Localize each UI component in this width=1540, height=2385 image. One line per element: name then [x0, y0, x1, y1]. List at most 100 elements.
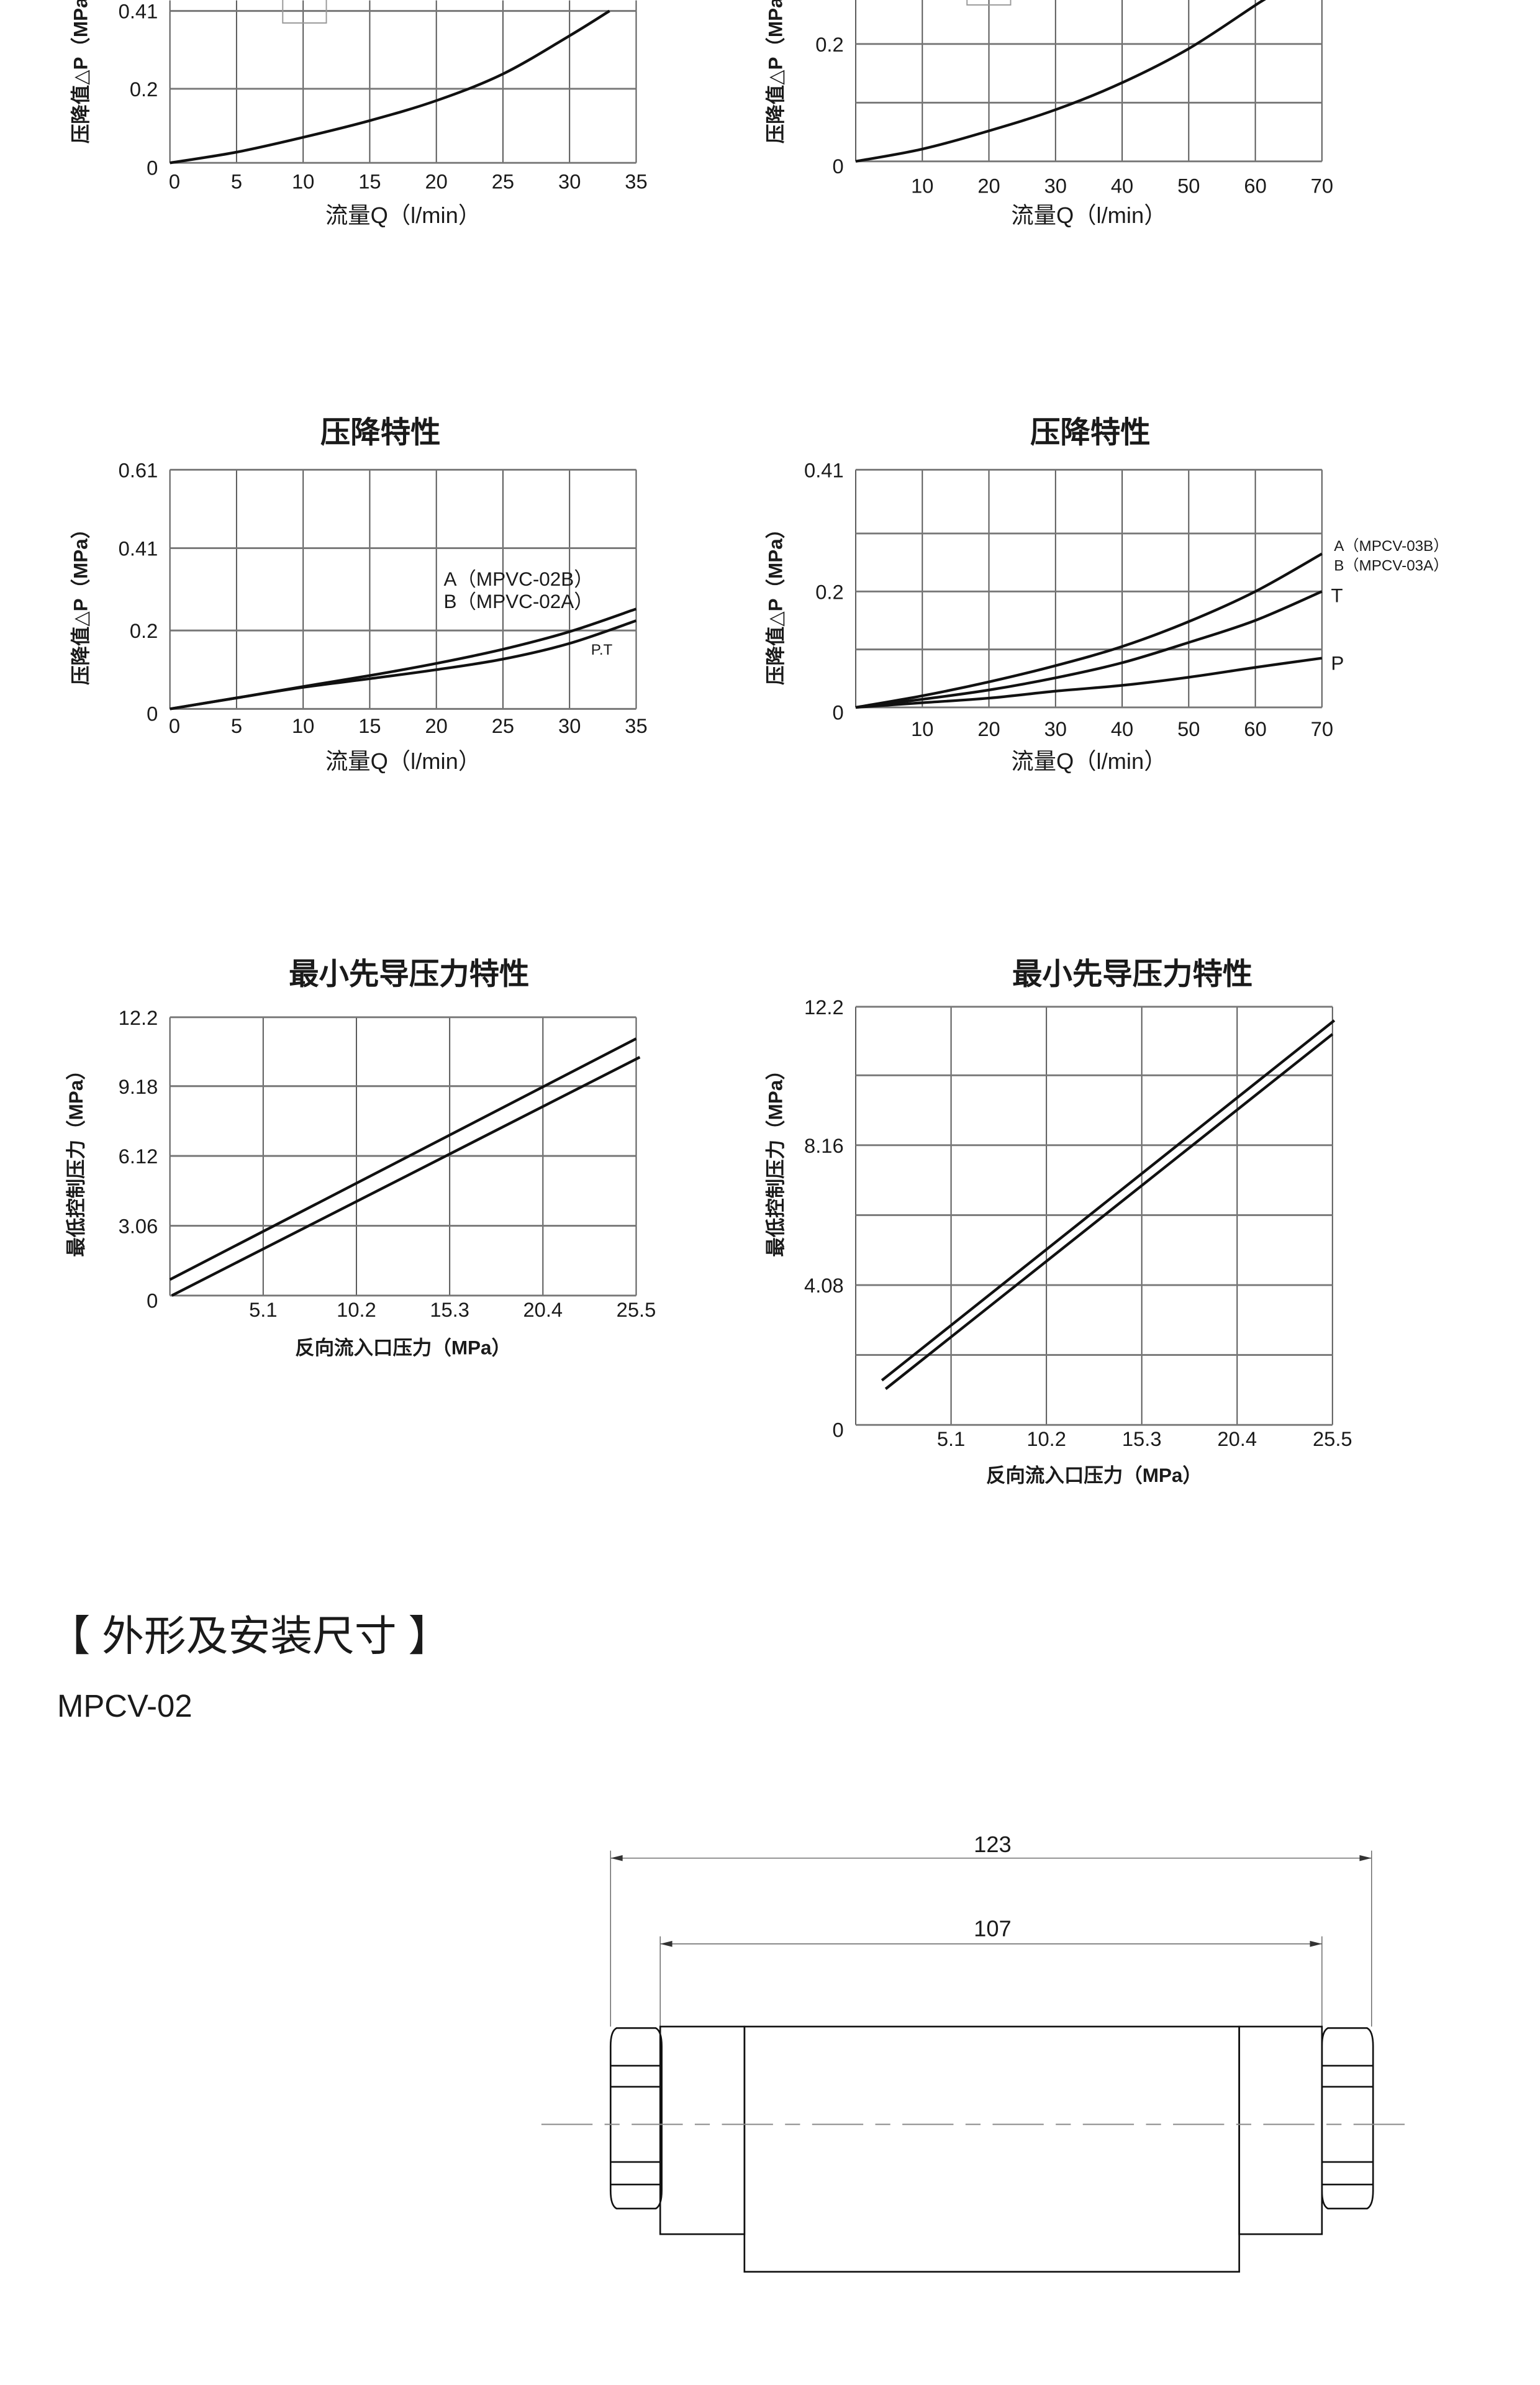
hex-nut-left — [609, 2027, 663, 2210]
chart-title: 最小先导压力特性 — [1012, 958, 1252, 991]
valve-outline-drawing: 123 107 — [541, 1832, 1408, 2273]
y-axis-label: 压降值△P（MPa） — [764, 0, 786, 143]
end-flange-left — [659, 2025, 746, 2235]
x-tick-label: 30 — [558, 714, 581, 737]
series-label: P.T — [591, 642, 613, 658]
y-tick-label: 0.41 — [804, 458, 844, 481]
x-tick-label: 0 — [169, 170, 180, 193]
y-tick-label: 12.2 — [804, 996, 844, 1019]
section-title: 【 外形及安装尺寸 】 — [48, 1613, 451, 1660]
x-tick-label: 10 — [911, 717, 933, 740]
chart-4: 10 20 30 40 50 60 70 0 0.2 0.41 流量Q（l/min） 压降值△P（MP… — [764, 416, 1448, 775]
y-tick-label: 12.2 — [119, 1006, 158, 1029]
chart-6: 5.1 10.2 15.3 20.4 25.5 0 4.08 8.16 12.2 反向流入口压力（… — [764, 958, 1352, 1487]
chart-title: 最小先导压力特性 — [289, 958, 529, 991]
y-tick-label: 8.16 — [804, 1134, 844, 1157]
x-tick-label: 10.2 — [337, 1298, 376, 1321]
x-tick-label: 15 — [358, 170, 381, 193]
series-line-2 — [170, 619, 637, 711]
x-tick-label: 10.2 — [1026, 1427, 1066, 1450]
x-tick-label: 30 — [1044, 717, 1067, 740]
x-tick-label: 15 — [358, 714, 381, 737]
y-axis-label: 压降值△P（MPa） — [70, 519, 91, 685]
chart-2: 10 20 30 40 50 60 70 0 0.2 流量Q（l/min） 压降值△P（MPa） — [764, 0, 1333, 228]
series-line-2 — [884, 1033, 1334, 1390]
series-line-2 — [855, 590, 1323, 709]
series-line-1 — [855, 0, 1266, 163]
chart-5: 5.1 10.2 15.3 20.4 25.5 0 3.06 6.12 9.18 12.2 反向流入… — [65, 958, 656, 1359]
x-tick-label: 10 — [911, 175, 933, 198]
y-axis-label: 最低控制压力（MPa） — [65, 1060, 87, 1256]
y-axis-label: 压降值△P（MPa） — [764, 519, 786, 685]
y-tick-label: 3.06 — [119, 1215, 158, 1238]
x-tick-label: 30 — [1044, 175, 1067, 198]
y-tick-label: 0 — [832, 155, 843, 178]
x-tick-label: 20 — [977, 175, 1000, 198]
x-tick-label: 20 — [425, 170, 448, 193]
series-line-3 — [855, 656, 1323, 709]
legend-symbol — [966, 0, 1012, 6]
model-label: MPCV-02 — [57, 1688, 192, 1724]
series-line-2 — [171, 1056, 641, 1297]
dimension-107: 107 — [974, 1916, 1012, 1942]
series-label: B（MPCV-03A） — [1334, 558, 1448, 575]
chart-title: 压降特性 — [320, 416, 441, 450]
y-axis-label: 压降值△P（MPa） — [70, 0, 91, 143]
x-tick-label: 40 — [1111, 717, 1133, 740]
x-axis-label: 流量Q（l/min） — [1011, 202, 1166, 228]
y-tick-label: 0.2 — [130, 619, 158, 642]
chart-3: 0 5 10 15 20 25 30 35 0 0.2 0.41 0.61 流量Q（l/min） 压降值△… — [70, 416, 647, 775]
x-tick-label: 5 — [231, 170, 242, 193]
x-tick-label: 70 — [1311, 717, 1333, 740]
x-tick-label: 5.1 — [937, 1427, 965, 1450]
series-line-1 — [855, 552, 1323, 709]
x-tick-label: 40 — [1111, 175, 1133, 198]
dimension-123: 123 — [974, 1832, 1012, 1857]
y-tick-label: 0.2 — [815, 33, 843, 56]
x-axis-label: 反向流入口压力（MPa） — [986, 1465, 1202, 1486]
x-tick-label: 70 — [1311, 175, 1333, 198]
series-label: A（MPCV-03B） — [1334, 538, 1448, 555]
y-tick-label: 0 — [147, 1289, 158, 1312]
x-tick-label: 15.3 — [430, 1298, 469, 1321]
series-line-1 — [881, 1019, 1336, 1382]
hex-nut-right — [1321, 2027, 1374, 2210]
y-tick-label: 6.12 — [119, 1145, 158, 1168]
series-label: A（MPVC-02B） — [443, 568, 593, 590]
x-tick-label: 20 — [425, 714, 448, 737]
x-axis-label: 流量Q（l/min） — [325, 202, 481, 228]
y-tick-label: 0 — [832, 1419, 843, 1442]
series-label: T — [1331, 584, 1343, 606]
x-tick-label: 30 — [558, 170, 581, 193]
x-axis-label: 流量Q（l/min） — [325, 748, 481, 774]
y-tick-label: 0.41 — [119, 0, 158, 23]
x-tick-label: 25.5 — [617, 1298, 656, 1321]
series-label: B（MPVC-02A） — [443, 591, 593, 612]
x-tick-label: 35 — [625, 170, 647, 193]
y-tick-label: 0 — [832, 701, 843, 724]
series-line-1 — [170, 9, 610, 165]
x-tick-label: 5 — [231, 714, 242, 737]
end-flange-right — [1238, 2025, 1323, 2235]
x-tick-label: 50 — [1177, 717, 1200, 740]
valve-body — [743, 2025, 1240, 2273]
x-axis-label: 反向流入口压力（MPa） — [295, 1337, 511, 1358]
y-tick-label: 0.41 — [119, 537, 158, 560]
x-tick-label: 25 — [492, 170, 514, 193]
x-tick-label: 10 — [292, 170, 314, 193]
y-axis-label: 最低控制压力（MPa） — [764, 1060, 786, 1256]
x-tick-label: 25.5 — [1313, 1427, 1352, 1450]
x-tick-label: 25 — [492, 714, 514, 737]
y-tick-label: 0 — [147, 702, 158, 725]
x-tick-label: 20.4 — [1217, 1427, 1257, 1450]
x-tick-label: 50 — [1177, 175, 1200, 198]
x-tick-label: 5.1 — [249, 1298, 277, 1321]
y-tick-label: 0.61 — [119, 458, 158, 481]
chart-title: 压降特性 — [1030, 416, 1151, 450]
y-tick-label: 0.2 — [130, 78, 158, 101]
x-tick-label: 60 — [1244, 175, 1266, 198]
x-tick-label: 35 — [625, 714, 647, 737]
legend-symbol — [282, 0, 327, 24]
chart-1: 0 5 10 15 20 25 30 35 0 0.2 0.41 流量Q（l/min） 压降值△P（MP… — [70, 0, 648, 228]
